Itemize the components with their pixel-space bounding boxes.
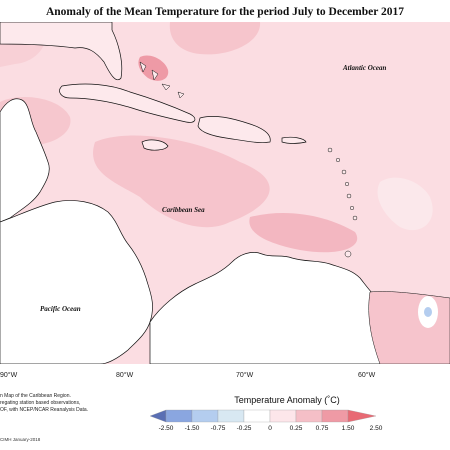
- legend-tick: -1.50: [184, 425, 200, 432]
- guiana-cold-spot: [424, 307, 432, 317]
- central-america-landmass: [0, 200, 153, 364]
- map-title: Anomaly of the Mean Temperature for the …: [45, 6, 405, 18]
- legend-swatch-1: [165, 409, 193, 423]
- map-canvas: Atlantic Ocean Caribbean Sea Pacific Oce…: [0, 22, 450, 364]
- anomaly-patch-south: [249, 212, 358, 253]
- legend-colorbar: [150, 409, 377, 423]
- legend-tick: 0.25: [289, 425, 303, 432]
- legend-tick: -0.25: [236, 425, 252, 432]
- anomaly-patch-bahamas: [138, 55, 169, 81]
- puerto-rico-landmass: [281, 136, 307, 144]
- jamaica-landmass: [141, 139, 169, 151]
- longitude-label-70w: 70°W: [236, 372, 254, 379]
- legend-swatch-3: [217, 409, 245, 423]
- longitude-label-80w: 80°W: [116, 372, 134, 379]
- anomaly-patch-north: [169, 22, 261, 55]
- note-line-1: n Map of the Caribbean Region.: [0, 393, 71, 399]
- legend-title: Temperature Anomaly (˚C): [234, 395, 340, 405]
- note-line-3: OF, with NCEP/NCAR Reanalysis Data.: [0, 407, 89, 413]
- legend-tick: 0: [268, 425, 272, 432]
- legend-tick: -0.75: [210, 425, 226, 432]
- longitude-label-60w: 60°W: [358, 372, 376, 379]
- legend-tick: -2.50: [158, 425, 174, 432]
- hispaniola-landmass: [197, 116, 271, 143]
- florida-landmass: [0, 22, 123, 81]
- pacific-ocean-label: Pacific Ocean: [40, 305, 81, 313]
- legend-arrow-right: [347, 409, 377, 423]
- legend-arrow-left: [150, 409, 167, 423]
- legend-tick: 2.50: [369, 425, 383, 432]
- yucatan-landmass: [0, 98, 50, 223]
- footer-credit: CIMH January-2018: [0, 437, 41, 442]
- legend-swatch-6: [295, 409, 323, 423]
- longitude-label-90w: 90°W: [0, 372, 18, 379]
- guianas-anomaly: [368, 291, 450, 364]
- note-line-2: regating station based observations,: [0, 400, 81, 406]
- legend-swatch-7: [321, 409, 349, 423]
- legend-tick: 1.50: [341, 425, 355, 432]
- lesser-antilles: [327, 147, 358, 258]
- legend-swatch-5: [269, 409, 297, 423]
- legend-swatch-4: [243, 409, 271, 423]
- legend-tick: 0.75: [315, 425, 329, 432]
- bahamas-islands: [139, 61, 185, 99]
- caribbean-sea-label: Caribbean Sea: [162, 206, 205, 214]
- anomaly-map: Atlantic Ocean Caribbean Sea Pacific Oce…: [0, 22, 450, 364]
- anomaly-patch-central: [93, 135, 270, 228]
- cuba-landmass: [59, 83, 196, 123]
- atlantic-ocean-label: Atlantic Ocean: [342, 64, 386, 72]
- legend-swatch-2: [191, 409, 219, 423]
- anomaly-patch-east: [377, 177, 433, 231]
- legend-ticks: -2.50 -1.50 -0.75 -0.25 0 0.25 0.75 1.50…: [150, 425, 390, 435]
